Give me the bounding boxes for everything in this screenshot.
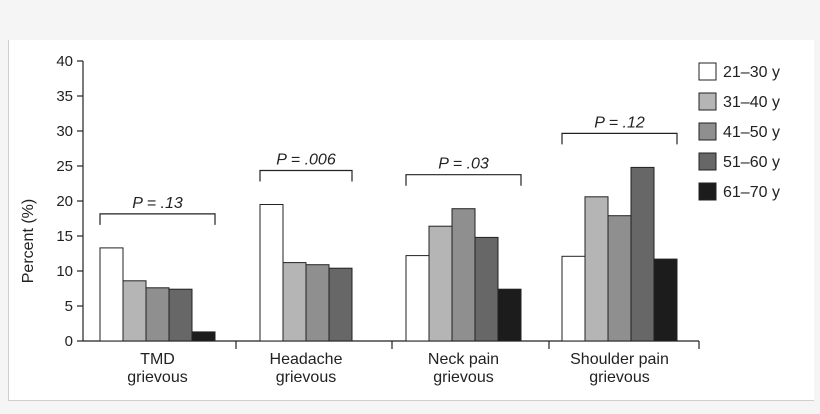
x-category-label: Shoulder pain bbox=[570, 351, 669, 368]
x-category-label: grievous bbox=[589, 369, 649, 386]
p-value-label: P = .03 bbox=[438, 156, 489, 173]
y-tick-label: 10 bbox=[56, 263, 73, 280]
bar bbox=[168, 288, 193, 342]
x-category-label: grievous bbox=[433, 369, 493, 386]
y-tick-label: 30 bbox=[56, 123, 73, 140]
y-tick-label: 35 bbox=[56, 88, 73, 105]
x-category-label: TMD bbox=[140, 351, 175, 368]
y-tick-label: 5 bbox=[65, 298, 73, 315]
bar bbox=[145, 287, 170, 342]
legend-swatch bbox=[698, 92, 717, 111]
bar bbox=[191, 331, 216, 342]
legend-label: 31–40 y bbox=[723, 94, 780, 111]
y-tick-label: 25 bbox=[56, 158, 73, 175]
y-tick-label: 0 bbox=[65, 333, 73, 350]
x-category-label: grievous bbox=[127, 369, 187, 386]
legend-label: 41–50 y bbox=[723, 124, 780, 141]
legend-label: 21–30 y bbox=[723, 64, 780, 81]
x-category-label: grievous bbox=[276, 369, 336, 386]
bar bbox=[328, 267, 353, 342]
y-axis-label: Percent (%) bbox=[20, 199, 37, 283]
bar bbox=[497, 288, 522, 342]
p-value-label: P = .12 bbox=[594, 114, 645, 131]
y-tick-label: 40 bbox=[56, 53, 73, 70]
x-category-label: Headache bbox=[270, 351, 343, 368]
legend-swatch bbox=[698, 152, 717, 171]
bar bbox=[428, 225, 453, 342]
legend-swatch bbox=[698, 182, 717, 201]
y-tick-label: 20 bbox=[56, 193, 73, 210]
bar bbox=[259, 204, 284, 342]
bar bbox=[630, 166, 655, 342]
y-tick-label: 15 bbox=[56, 228, 73, 245]
legend-label: 51–60 y bbox=[723, 154, 780, 171]
significance-bracket bbox=[259, 169, 353, 182]
bar bbox=[607, 215, 632, 342]
bar bbox=[99, 247, 124, 342]
bar bbox=[653, 258, 678, 342]
bar bbox=[122, 280, 147, 342]
bar bbox=[561, 255, 586, 342]
legend-label: 61–70 y bbox=[723, 184, 780, 201]
bar bbox=[305, 264, 330, 342]
bar bbox=[282, 262, 307, 342]
legend-swatch bbox=[698, 122, 717, 141]
bar bbox=[474, 236, 499, 342]
significance-bracket bbox=[561, 132, 678, 145]
p-value-label: P = .006 bbox=[276, 152, 336, 169]
bar bbox=[584, 196, 609, 342]
significance-bracket bbox=[99, 213, 216, 225]
bar bbox=[451, 208, 476, 342]
legend-swatch bbox=[698, 62, 717, 81]
significance-bracket bbox=[405, 174, 522, 186]
x-category-label: Neck pain bbox=[428, 351, 499, 368]
bar bbox=[405, 255, 430, 342]
p-value-label: P = .13 bbox=[132, 195, 183, 212]
chart-figure: 0 5 10 15 20 25 30 35 40 Percent (%) TMD grievous He… bbox=[8, 40, 814, 401]
